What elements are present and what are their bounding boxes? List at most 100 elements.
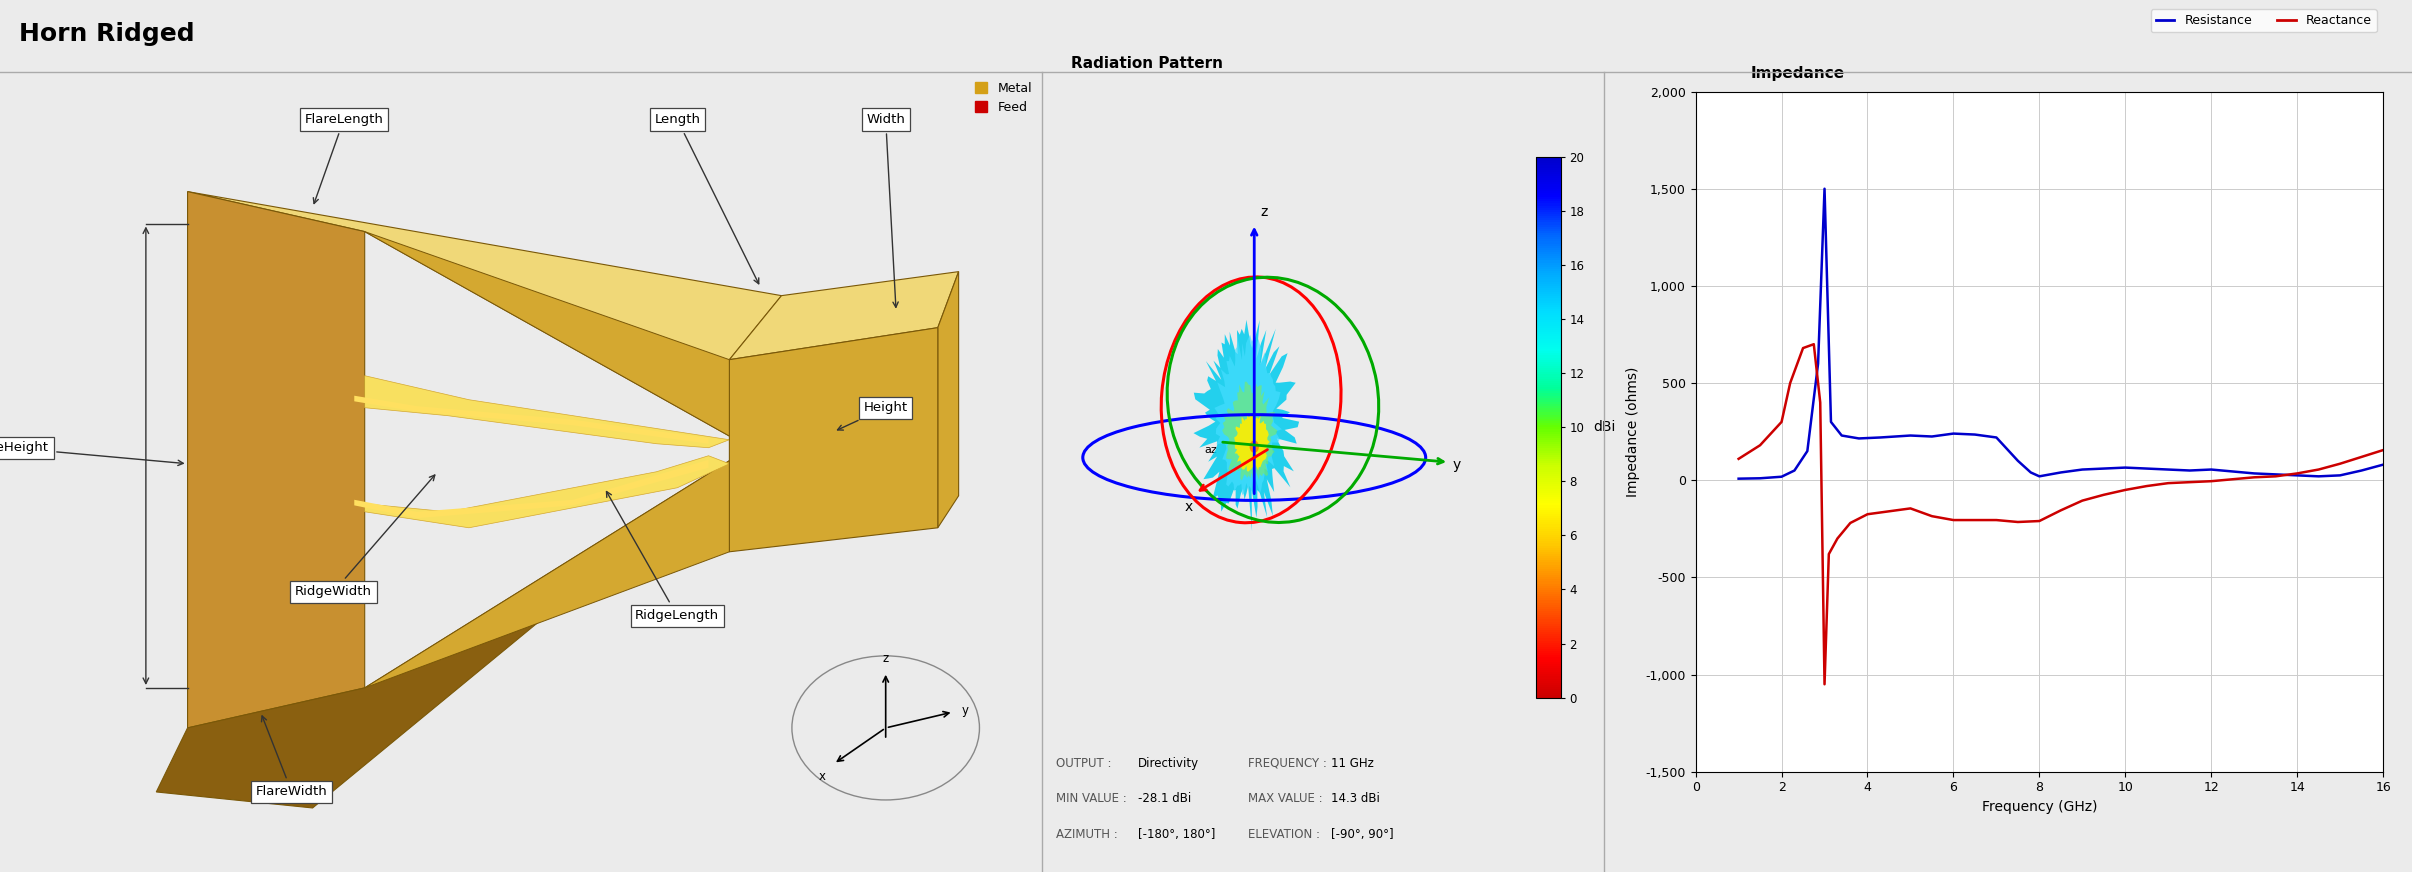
- Resistance: [1983, 433, 2012, 443]
- Text: MIN VALUE :: MIN VALUE :: [1056, 793, 1126, 806]
- Reactance: [2089, 489, 2118, 500]
- Resistance: [2026, 471, 2055, 481]
- Text: Impedance: Impedance: [1751, 65, 1845, 81]
- Resistance: [1867, 433, 1896, 443]
- Reactance: [2026, 516, 2055, 527]
- Resistance: [1768, 472, 1797, 482]
- Resistance: [2303, 471, 2332, 481]
- Polygon shape: [1194, 320, 1300, 531]
- Resistance: [2154, 464, 2183, 474]
- Polygon shape: [938, 272, 958, 528]
- Reactance: [2045, 505, 2074, 515]
- Text: x: x: [818, 769, 825, 782]
- Reactance: [1874, 506, 1903, 516]
- Text: RidgeWidth: RidgeWidth: [294, 475, 434, 598]
- Resistance: [1725, 473, 1754, 484]
- Polygon shape: [188, 192, 364, 728]
- Resistance: [1809, 183, 1838, 194]
- Reactance: [1852, 509, 1881, 520]
- Polygon shape: [1235, 414, 1269, 472]
- Reactance: [1775, 378, 1804, 388]
- Text: z: z: [883, 652, 888, 665]
- Reactance: [2132, 480, 2161, 491]
- Line: Resistance: Resistance: [1739, 188, 2383, 479]
- Reactance: [2282, 468, 2311, 479]
- Reactance: [1807, 398, 1836, 408]
- Polygon shape: [364, 232, 750, 447]
- Reactance: [1896, 503, 1925, 514]
- Legend: Metal, Feed: Metal, Feed: [972, 78, 1035, 118]
- Resistance: [2004, 455, 2033, 466]
- Polygon shape: [355, 396, 709, 444]
- Text: Height: Height: [837, 401, 907, 430]
- Text: Length: Length: [654, 113, 760, 283]
- Resistance: [1816, 417, 1845, 427]
- Polygon shape: [188, 192, 781, 447]
- Text: [-90°, 90°]: [-90°, 90°]: [1331, 828, 1394, 841]
- Resistance: [1804, 358, 1833, 369]
- Reactance: [1790, 343, 1819, 353]
- Reactance: [2241, 472, 2270, 482]
- Reactance: [1799, 339, 1828, 350]
- Text: Directivity: Directivity: [1138, 757, 1199, 769]
- Reactance: [2219, 474, 2248, 485]
- Reactance: [2369, 445, 2398, 455]
- Reactance: [2347, 452, 2376, 462]
- Text: 11 GHz: 11 GHz: [1331, 757, 1375, 769]
- Text: -28.1 dBi: -28.1 dBi: [1138, 793, 1192, 806]
- Reactance: [2176, 477, 2205, 487]
- Reactance: [1823, 534, 1852, 544]
- Text: Horn Ridged: Horn Ridged: [19, 22, 195, 46]
- Resistance: [2241, 468, 2270, 479]
- Text: 14.3 dBi: 14.3 dBi: [1331, 793, 1380, 806]
- Resistance: [1845, 433, 1874, 444]
- Reactance: [1983, 514, 2012, 525]
- Reactance: [1961, 514, 1990, 525]
- Polygon shape: [728, 328, 938, 552]
- X-axis label: Frequency (GHz): Frequency (GHz): [1983, 800, 2096, 814]
- Text: RidgeLength: RidgeLength: [605, 492, 719, 623]
- Reactance: [1768, 417, 1797, 427]
- Reactance: [1746, 440, 1775, 451]
- Text: OUTPUT :: OUTPUT :: [1056, 757, 1112, 769]
- Text: ELEVATION :: ELEVATION :: [1249, 828, 1319, 841]
- Text: y: y: [962, 704, 970, 717]
- Resistance: [1918, 432, 1946, 442]
- Text: y: y: [1452, 459, 1459, 473]
- Resistance: [2110, 462, 2139, 473]
- Text: FlareWidth: FlareWidth: [256, 716, 328, 799]
- Line: Reactance: Reactance: [1739, 344, 2383, 685]
- Text: FlareLength: FlareLength: [304, 113, 384, 203]
- Legend: Resistance, Reactance: Resistance, Reactance: [2152, 10, 2376, 32]
- Text: x: x: [1184, 500, 1194, 514]
- Resistance: [1961, 429, 1990, 439]
- Reactance: [2154, 478, 2183, 488]
- Resistance: [1780, 466, 1809, 476]
- Resistance: [2325, 470, 2354, 480]
- Reactance: [2325, 459, 2354, 469]
- Y-axis label: dBi: dBi: [1592, 420, 1616, 434]
- Reactance: [2260, 471, 2289, 481]
- Resistance: [2282, 470, 2311, 480]
- Reactance: [1725, 453, 1754, 464]
- Resistance: [2176, 466, 2205, 476]
- Resistance: [2197, 464, 2226, 474]
- Resistance: [1828, 430, 1857, 440]
- Reactance: [1814, 548, 1843, 559]
- Resistance: [2219, 467, 2248, 477]
- Polygon shape: [364, 376, 728, 447]
- Resistance: [2067, 464, 2096, 474]
- Polygon shape: [157, 447, 750, 808]
- Resistance: [2347, 466, 2376, 476]
- Reactance: [2197, 476, 2226, 487]
- Text: [-180°, 180°]: [-180°, 180°]: [1138, 828, 1216, 841]
- Resistance: [2369, 460, 2398, 470]
- Polygon shape: [364, 447, 750, 688]
- Resistance: [1896, 430, 1925, 440]
- Resistance: [2045, 467, 2074, 478]
- Resistance: [1939, 428, 1968, 439]
- Reactance: [2110, 485, 2139, 495]
- Ellipse shape: [1249, 440, 1259, 453]
- Reactance: [1939, 514, 1968, 525]
- Text: MAX VALUE :: MAX VALUE :: [1249, 793, 1322, 806]
